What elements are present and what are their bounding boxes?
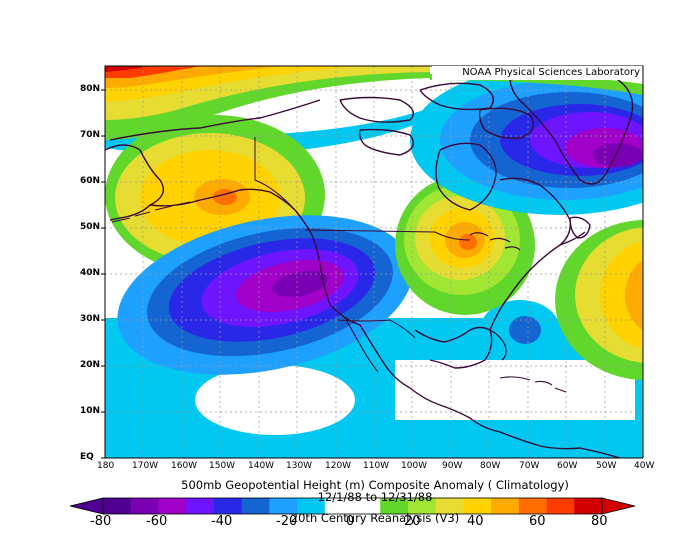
colorbar-tick-label: 80 — [591, 514, 608, 529]
colorbar-cell — [186, 498, 215, 514]
colorbar-tick-label: -20 — [276, 514, 298, 529]
lat-label: 20N — [80, 360, 101, 370]
colorbar-cell — [352, 498, 381, 514]
lat-label: 30N — [80, 314, 101, 324]
plot-frame — [104, 65, 644, 459]
colorbar — [69, 497, 636, 515]
colorbar-cell — [574, 498, 603, 514]
colorbar-cell — [269, 498, 298, 514]
lon-label: 120W — [325, 461, 352, 471]
colorbar-tick-label: -80 — [90, 514, 112, 529]
borders — [254, 137, 471, 339]
colorbar-cell — [213, 498, 243, 514]
colorbar-cell — [324, 498, 353, 514]
lat-label: EQ — [80, 452, 94, 462]
lon-label: 160W — [171, 461, 198, 471]
lat-label: 40N — [80, 268, 101, 278]
lon-label: 180 — [97, 461, 115, 471]
axis-ticks — [101, 89, 105, 459]
colorbar-cell — [297, 498, 326, 514]
colorbar-cell — [407, 498, 437, 514]
map-title: 500mb Geopotential Height (m) Composite … — [181, 478, 569, 492]
colorbar-cell — [491, 498, 520, 514]
lon-label: 170W — [132, 461, 159, 471]
lon-label: 110W — [363, 461, 390, 471]
lon-label: 80W — [480, 461, 501, 471]
lat-label: 80N — [80, 84, 101, 94]
lon-label: 60W — [557, 461, 578, 471]
colorbar-low-arrow — [69, 497, 104, 515]
colorbar-cell — [103, 498, 132, 514]
lat-label: 10N — [80, 406, 101, 416]
data-source: 20th Century Reanalysis (V3) — [290, 511, 460, 525]
colorbar-cell — [435, 498, 464, 514]
colorbar-tick-label: 60 — [529, 514, 546, 529]
lon-label: 50W — [596, 461, 617, 471]
lon-label: 100W — [401, 461, 428, 471]
lat-label: 60N — [80, 176, 101, 186]
coastlines — [105, 72, 634, 458]
colorbar-cell — [130, 498, 159, 514]
colorbar-cell — [241, 498, 270, 514]
lon-label: 140W — [248, 461, 275, 471]
credit-label: NOAA Physical Sciences Laboratory — [432, 66, 642, 80]
colorbar-tick-label: -60 — [146, 514, 168, 529]
colorbar-cell — [546, 498, 575, 514]
lon-label: 70W — [519, 461, 540, 471]
colorbar-tick-label: 40 — [467, 514, 484, 529]
lon-label: 130W — [286, 461, 313, 471]
lon-label: 150W — [209, 461, 236, 471]
colorbar-tick-label: 20 — [404, 514, 421, 529]
colorbar-cell — [158, 498, 187, 514]
colorbar-cell — [463, 498, 492, 514]
anomaly-field — [105, 66, 643, 458]
colorbar-tick-label: 0 — [346, 514, 355, 529]
grid-lines — [105, 66, 643, 458]
lon-label: 40W — [634, 461, 655, 471]
lon-label: 90W — [442, 461, 463, 471]
date-range: 12/1/88 to 12/31/88 — [317, 490, 433, 504]
colorbar-cell — [518, 498, 548, 514]
lat-label: 50N — [80, 222, 101, 232]
colorbar-tick-label: -40 — [211, 514, 233, 529]
lat-label: 70N — [80, 130, 101, 140]
colorbar-cell — [380, 498, 409, 514]
